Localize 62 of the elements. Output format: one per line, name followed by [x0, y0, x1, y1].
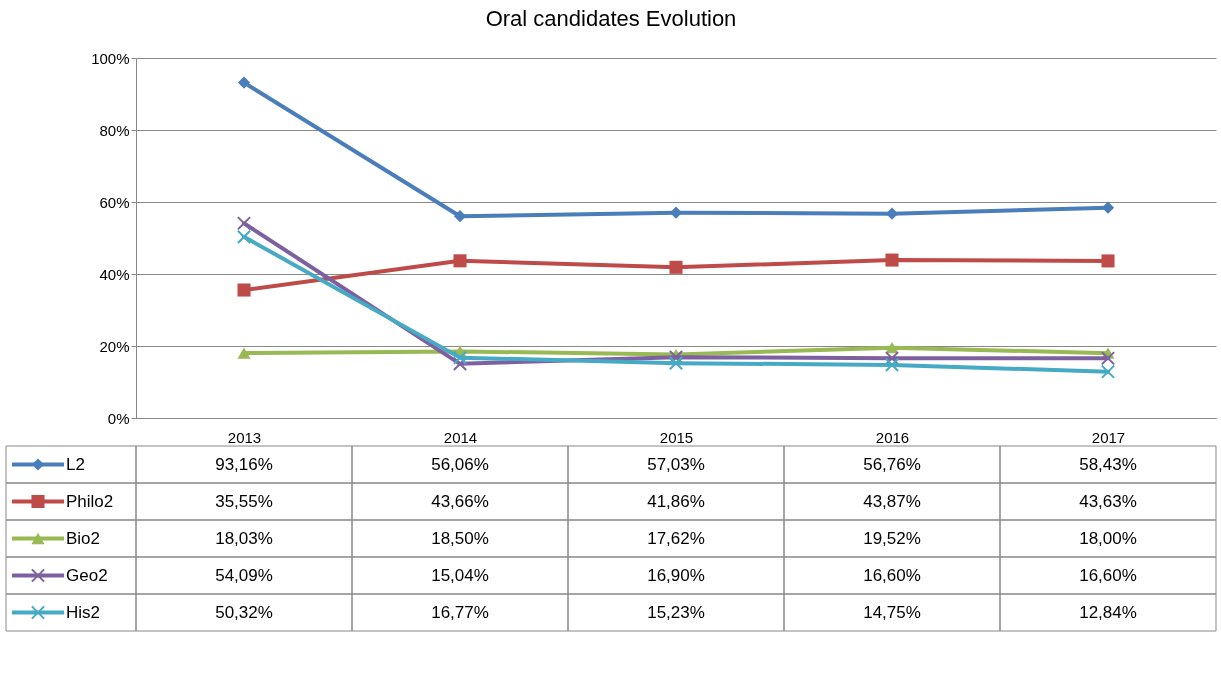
y-tick-label: 20%	[99, 337, 130, 355]
data-label: 93,16%	[215, 454, 273, 474]
data-label: 50,32%	[215, 602, 273, 622]
data-label: 14,75%	[863, 602, 921, 622]
data-label: 15,04%	[431, 565, 489, 585]
y-tick-label: 100%	[91, 49, 130, 67]
data-label: 18,00%	[1079, 528, 1137, 548]
y-tick-label: 60%	[99, 193, 130, 211]
legend-label: Geo2	[66, 565, 108, 585]
data-label: 58,43%	[1079, 454, 1137, 474]
point	[885, 207, 899, 220]
point	[237, 283, 251, 297]
point	[237, 76, 251, 89]
point	[884, 357, 900, 373]
point	[236, 229, 252, 244]
x-tick-label: 2014	[443, 428, 478, 446]
data-label: 57,03%	[647, 454, 705, 474]
data-label: 15,23%	[647, 602, 705, 622]
point	[668, 356, 684, 371]
chart-title: Oral candidates Evolution	[485, 6, 737, 31]
data-label: 43,87%	[863, 491, 921, 511]
y-tick-label: 0%	[107, 409, 130, 427]
x-tick-label: 2015	[659, 428, 694, 446]
data-label: 43,63%	[1079, 491, 1137, 511]
point	[453, 210, 467, 223]
data-label: 18,50%	[431, 528, 489, 548]
data-label: 16,60%	[1079, 565, 1137, 585]
data-label: 56,06%	[431, 454, 489, 474]
data-label: 16,90%	[647, 565, 705, 585]
data-label: 12,84%	[1079, 602, 1137, 622]
data-label: 56,76%	[863, 454, 921, 474]
point	[452, 350, 468, 365]
point	[453, 254, 467, 268]
data-label: 17,62%	[647, 528, 705, 548]
point	[884, 351, 900, 366]
x-tick-label: 2013	[227, 428, 262, 446]
legend-label: Philo2	[66, 491, 114, 511]
data-label: 35,55%	[215, 491, 273, 511]
point	[452, 356, 468, 371]
point	[236, 216, 252, 231]
point	[1101, 254, 1115, 268]
x-tick-label: 2017	[1091, 428, 1126, 446]
y-tick-label: 80%	[99, 121, 130, 139]
y-tick-label: 40%	[99, 265, 130, 283]
data-label: 43,66%	[431, 491, 489, 511]
data-label: 41,86%	[647, 491, 705, 511]
legend-label: Bio2	[66, 528, 101, 548]
point	[669, 260, 683, 274]
x-tick-label: 2016	[875, 428, 910, 446]
legend-label: L2	[66, 454, 85, 474]
data-label: 54,09%	[215, 565, 273, 585]
point	[669, 206, 683, 219]
point	[1100, 364, 1116, 379]
data-label: 18,03%	[215, 528, 273, 548]
point	[237, 347, 251, 359]
data-label: 16,60%	[863, 565, 921, 585]
data-label: 19,52%	[863, 528, 921, 548]
point	[1101, 201, 1115, 214]
data-label: 16,77%	[431, 602, 489, 622]
point	[1100, 351, 1116, 366]
point	[885, 253, 899, 267]
legend-label: His2	[66, 602, 101, 622]
